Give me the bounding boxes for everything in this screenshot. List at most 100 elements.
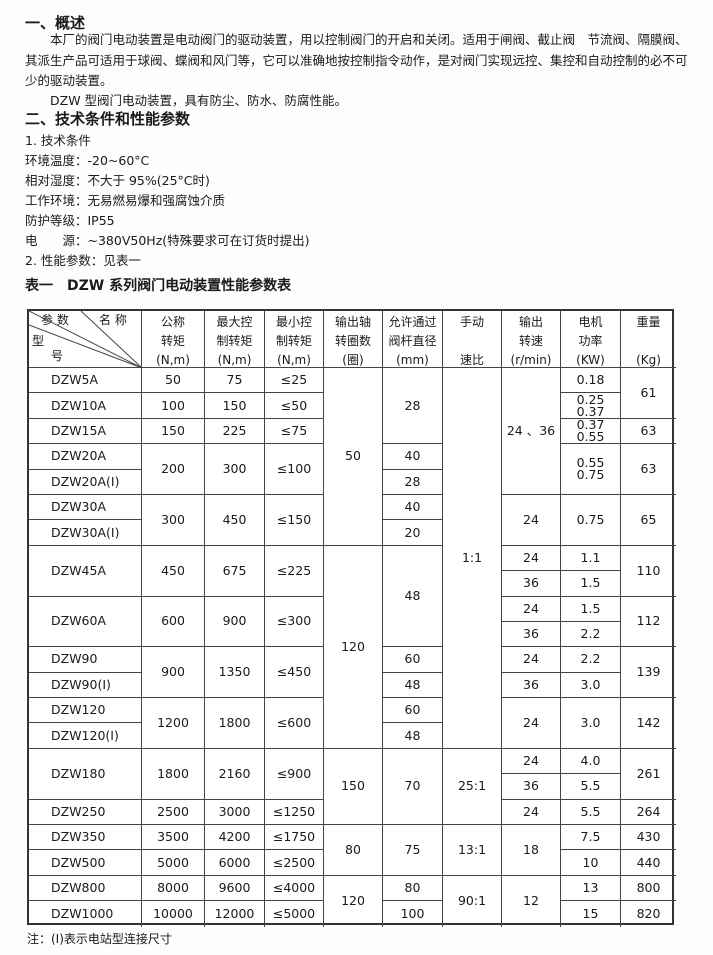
min-torque-cell: ≤900 [265, 748, 324, 800]
max-torque-cell: 3000 [205, 799, 265, 826]
min-torque-cell: ≤1250 [265, 799, 324, 826]
min-torque-cell: ≤50 [265, 393, 324, 419]
corner-name-label: 名 称 [99, 313, 127, 327]
model-cell: DZW30A(I) [29, 520, 142, 546]
spec-line: 电 源：~380V50Hz(特殊要求可在订货时提出) [25, 233, 310, 248]
min-torque-cell: ≤600 [265, 698, 324, 749]
power-cell: 3.0 [561, 672, 621, 699]
max-torque-cell: 450 [205, 494, 265, 546]
max-torque-cell: 6000 [205, 850, 265, 876]
min-torque-cell: ≤450 [265, 647, 324, 699]
torque-cell: 150 [142, 418, 205, 445]
max-torque-cell: 4200 [205, 825, 265, 851]
speed-cell: 36 [502, 571, 561, 597]
manual-ratio-cell: 25:1 [443, 748, 502, 826]
model-cell: DZW800 [29, 875, 142, 902]
speed-cell: 24 [502, 494, 561, 546]
power-cell: 1.5 [561, 571, 621, 597]
min-torque-cell: ≤225 [265, 545, 324, 597]
spec-line: 工作环境：无易燃易爆和强腐蚀介质 [25, 193, 226, 208]
max-torque-cell: 1350 [205, 647, 265, 699]
torque-cell: 50 [142, 368, 205, 394]
model-cell: DZW120 [29, 698, 142, 724]
model-cell: DZW60A [29, 596, 142, 648]
speed-cell: 24 [502, 698, 561, 749]
power-cell: 1.5 [561, 596, 621, 622]
header-max-torque: 最大控 制转矩 (N,m) [205, 311, 265, 368]
table-title: 表一 DZW 系列阀门电动装置性能参数表 [25, 278, 292, 294]
performance-table: 参 数 名 称 型 号 公称 转矩 (N,m) 最大控 制转矩 (N,m) 最小控 … [27, 309, 676, 927]
header-min-torque: 最小控 制转矩 (N,m) [265, 311, 324, 368]
stem-diameter-cell: 20 [383, 520, 443, 546]
power-cell: 4.0 [561, 748, 621, 775]
power-cell: 5.5 [561, 799, 621, 826]
section2-heading: 二、技术条件和性能参数 [25, 110, 191, 128]
weight-cell: 800 [621, 876, 676, 902]
speed-cell: 36 [502, 774, 561, 800]
max-torque-cell: 2160 [205, 748, 265, 800]
max-torque-cell: 225 [205, 418, 265, 445]
stem-diameter-cell: 48 [383, 672, 443, 699]
torque-cell: 10000 [142, 901, 205, 927]
stem-diameter-cell: 70 [383, 748, 443, 826]
power-cell: 2.2 [561, 647, 621, 673]
model-cell: DZW1000 [29, 901, 142, 927]
speed-cell: 36 [502, 672, 561, 699]
min-torque-cell: ≤150 [265, 494, 324, 546]
power-cell: 0.75 [561, 494, 621, 546]
torque-cell: 1800 [142, 748, 205, 800]
section1-paragraph2: DZW 型阀门电动装置，具有防尘、防水、防腐性能。 [50, 93, 348, 108]
spec-line: 环境温度：-20~60°C [25, 153, 150, 168]
speed-cell: 36 [502, 621, 561, 648]
torque-cell: 300 [142, 494, 205, 546]
torque-cell: 900 [142, 647, 205, 699]
model-cell: DZW90 [29, 647, 142, 673]
turns-cell: 120 [324, 545, 383, 749]
speed-cell: 24 [502, 799, 561, 826]
stem-diameter-cell: 60 [383, 698, 443, 724]
max-torque-cell: 300 [205, 444, 265, 495]
min-torque-cell: ≤4000 [265, 875, 324, 902]
stem-diameter-cell: 80 [383, 875, 443, 902]
torque-cell: 1200 [142, 698, 205, 749]
spec-line: 相对湿度：不大于 95%(25°C时) [25, 173, 210, 188]
header-manual-ratio: 手动 速比 [443, 311, 502, 368]
power-cell: 0.25 0.37 [561, 393, 621, 419]
speed-cell: 24 、36 [502, 368, 561, 495]
min-torque-cell: ≤300 [265, 596, 324, 648]
torque-cell: 8000 [142, 875, 205, 902]
max-torque-cell: 900 [205, 596, 265, 648]
speed-cell: 18 [502, 825, 561, 876]
torque-cell: 5000 [142, 850, 205, 876]
power-cell: 15 [561, 901, 621, 927]
min-torque-cell: ≤5000 [265, 901, 324, 927]
spec-line: 2. 性能参数：见表一 [25, 253, 141, 268]
torque-cell: 100 [142, 393, 205, 419]
model-cell: DZW180 [29, 748, 142, 800]
stem-diameter-cell: 28 [383, 368, 443, 445]
stem-diameter-cell: 48 [383, 723, 443, 749]
stem-diameter-cell: 40 [383, 494, 443, 521]
model-cell: DZW30A [29, 494, 142, 521]
power-cell: 0.18 [561, 368, 621, 394]
min-torque-cell: ≤25 [265, 368, 324, 394]
turns-cell: 50 [324, 368, 383, 546]
table-corner-header: 参 数 名 称 型 号 [29, 311, 142, 368]
weight-cell: 142 [621, 698, 676, 749]
spec-line: 防护等级：IP55 [25, 213, 115, 228]
power-cell: 3.0 [561, 698, 621, 749]
header-turns: 输出轴 转圈数 (圈) [324, 311, 383, 368]
model-cell: DZW20A [29, 444, 142, 470]
corner-number-label: 号 [51, 349, 64, 363]
model-cell: DZW15A [29, 418, 142, 445]
header-torque: 公称 转矩 (N,m) [142, 311, 205, 368]
header-stem-diameter: 允许通过 阀杆直径 (mm) [383, 311, 443, 368]
power-cell: 2.2 [561, 621, 621, 648]
weight-cell: 110 [621, 546, 676, 597]
speed-cell: 12 [502, 875, 561, 927]
max-torque-cell: 150 [205, 393, 265, 419]
model-cell: DZW10A [29, 393, 142, 419]
power-cell: 7.5 [561, 825, 621, 851]
weight-cell: 63 [621, 419, 676, 445]
corner-param-label: 参 数 [41, 313, 69, 327]
